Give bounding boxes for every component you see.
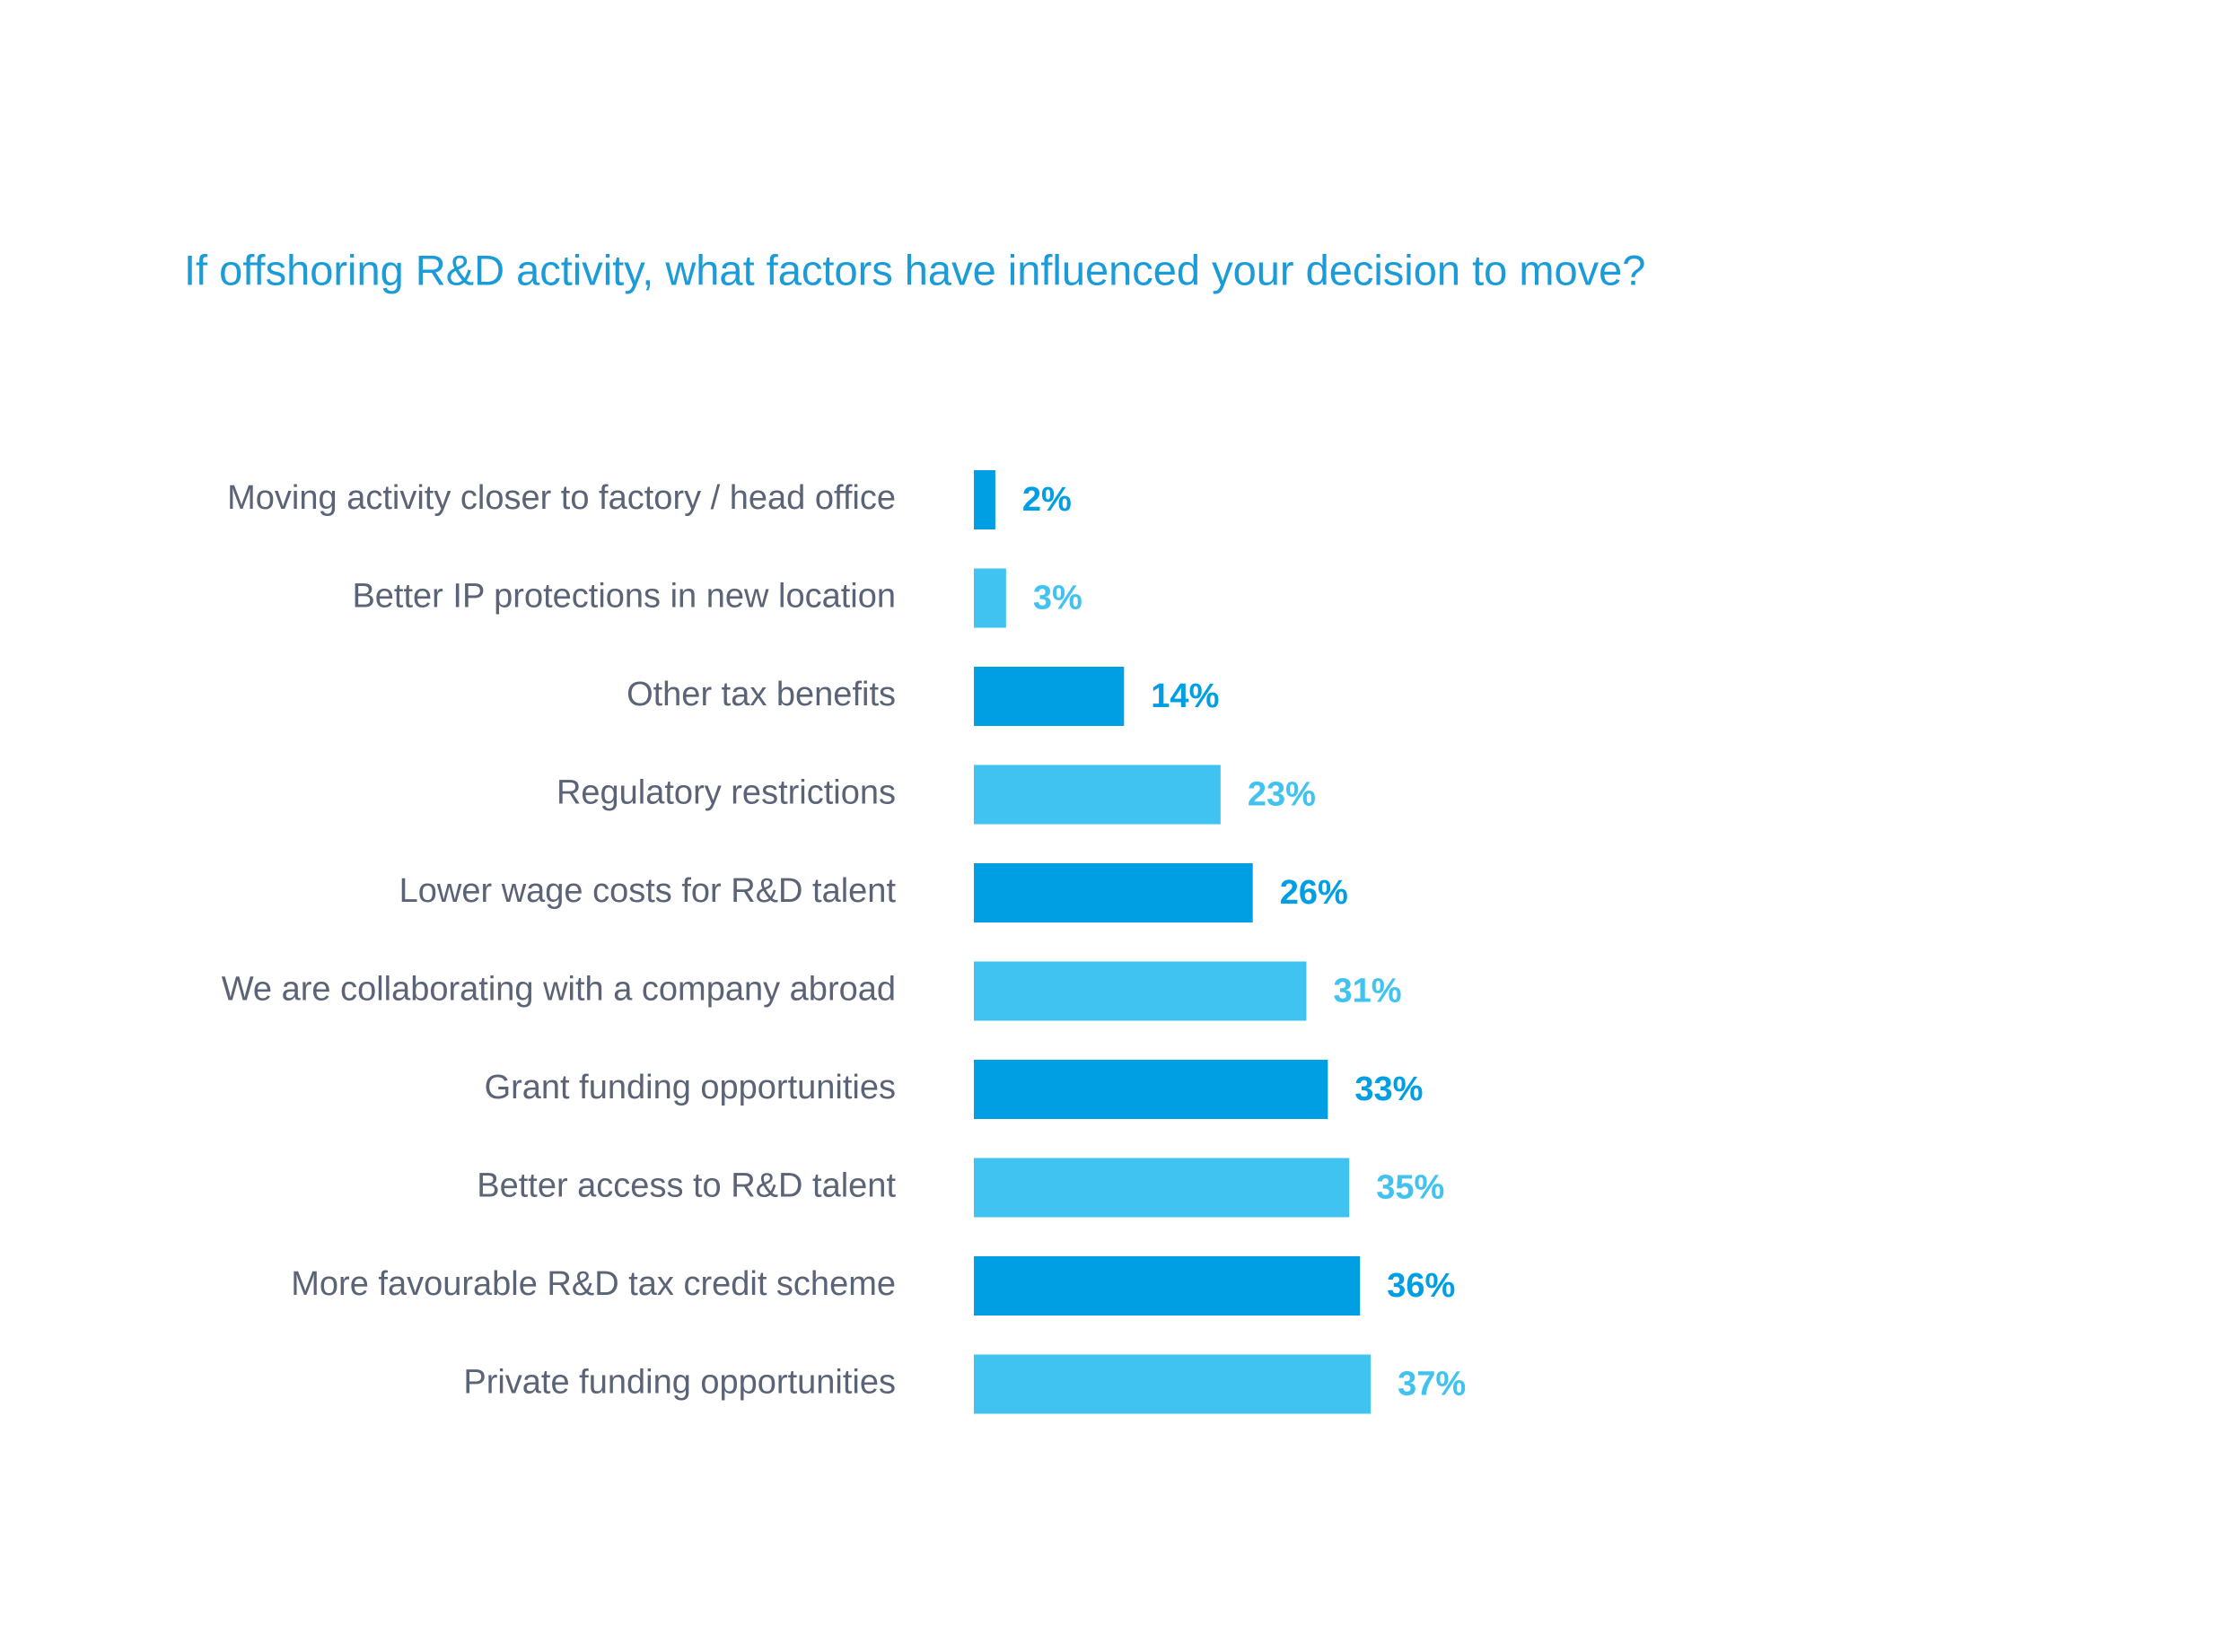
value-label: 2% [1022,481,1072,519]
value-label: 37% [1398,1366,1466,1403]
value-label: 14% [1151,677,1219,715]
value-label: 31% [1333,973,1401,1010]
category-label: We are collaborating with a company abro… [222,971,896,1009]
bar [974,1256,1361,1315]
bar [974,765,1221,825]
value-label: 36% [1387,1267,1455,1305]
category-label: Regulatory restrictions [556,774,896,812]
value-label: 35% [1376,1169,1444,1207]
value-label: 23% [1248,776,1316,814]
value-label: 3% [1033,580,1082,617]
category-label: Other tax benefits [627,676,896,713]
bar [974,961,1307,1021]
bar [974,1060,1328,1119]
bar [974,470,995,529]
category-label: Grant funding opportunities [485,1069,896,1106]
bar [974,667,1125,726]
bar [974,1354,1372,1414]
value-label: 26% [1280,874,1348,912]
category-label: Better IP protections in new location [352,578,896,616]
chart-title: If offshoring R&D activity, what factors… [184,246,1645,293]
category-label: Better access to R&D talent [477,1167,896,1205]
bar [974,568,1006,628]
value-label: 33% [1354,1071,1423,1108]
category-label: More favourable R&D tax credit scheme [291,1265,896,1303]
category-label: Moving activity closer to factory / head… [227,479,896,517]
bar [974,863,1253,922]
category-label: Private funding opportunities [463,1364,896,1402]
bar [974,1158,1350,1218]
category-label: Lower wage costs for R&D talent [399,872,897,910]
